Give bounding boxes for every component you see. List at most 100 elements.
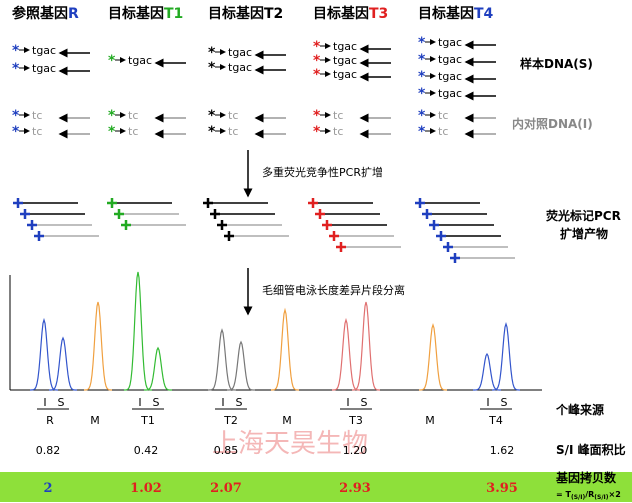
peak-label: S — [58, 396, 65, 409]
formula-part: /R — [585, 490, 594, 499]
formula-part: (S/I) — [571, 494, 585, 501]
ratio: 0.42 — [134, 444, 159, 457]
label-mark — [13, 198, 23, 208]
label-mark — [450, 253, 460, 263]
header-gene: R — [68, 6, 79, 22]
ratio: 0.82 — [36, 444, 61, 457]
header: 目标基因T1 — [108, 5, 183, 22]
watermark: 上海天昊生物 — [212, 429, 368, 459]
peak — [332, 317, 360, 391]
lanes-label: 个峰来源 — [555, 402, 604, 417]
label-mark — [217, 220, 227, 230]
sequence: tgac — [438, 70, 462, 83]
peak-label: I — [221, 396, 224, 409]
copy-number: 1.02 — [130, 481, 162, 496]
label-mark — [422, 209, 432, 219]
peak — [473, 352, 501, 391]
peak-label: S — [153, 396, 160, 409]
ratio: 1.62 — [490, 444, 515, 457]
label-mark — [436, 231, 446, 241]
star: * — [12, 108, 20, 124]
label-mark — [315, 209, 325, 219]
sequence: tc — [333, 109, 343, 122]
products-label: 扩增产物 — [560, 226, 608, 241]
header-label: 目标基因 — [208, 5, 264, 22]
products-label: 荧光标记PCR — [546, 208, 621, 223]
ratio: 1.20 — [343, 444, 368, 457]
star: * — [418, 52, 426, 68]
sequence: tgac — [333, 54, 357, 67]
header-label: 参照基因 — [12, 5, 68, 22]
star: * — [108, 108, 116, 124]
sequence: tc — [438, 125, 448, 138]
peak-label: S — [361, 396, 368, 409]
control-label: 内对照DNA(I) — [512, 116, 593, 131]
star: * — [418, 35, 426, 51]
sequence: tgac — [32, 62, 56, 75]
lane: M — [90, 414, 100, 427]
sequence: tgac — [32, 44, 56, 57]
lane: T2 — [223, 414, 238, 427]
label-mark — [107, 198, 117, 208]
star: * — [12, 43, 20, 59]
peak — [227, 340, 255, 391]
label-mark — [224, 231, 234, 241]
star: * — [108, 124, 116, 140]
star: * — [313, 124, 321, 140]
star: * — [313, 39, 321, 55]
header-gene: T1 — [164, 6, 183, 22]
copy-label: 基因拷贝数 — [555, 470, 617, 485]
copy-number: 2 — [43, 481, 52, 496]
peak-label: I — [43, 396, 46, 409]
sequence: tc — [32, 109, 42, 122]
peak — [208, 328, 236, 391]
sequence: tgac — [228, 61, 252, 74]
star: * — [418, 108, 426, 124]
label-mark — [203, 198, 213, 208]
header: 目标基因T3 — [313, 5, 388, 22]
header: 参照基因R — [12, 5, 79, 22]
label-mark — [210, 209, 220, 219]
peak — [271, 307, 299, 391]
peak — [84, 301, 112, 391]
label-mark — [20, 209, 30, 219]
peak-label: I — [138, 396, 141, 409]
ratio: 0.85 — [214, 444, 239, 457]
peak — [492, 322, 520, 391]
label-mark — [114, 209, 124, 219]
copy-number: 2.07 — [210, 481, 242, 496]
sequence: tc — [128, 109, 138, 122]
peak — [419, 323, 447, 391]
sequence: tgac — [333, 68, 357, 81]
peak — [30, 317, 58, 391]
star: * — [418, 124, 426, 140]
header-gene: T4 — [474, 6, 494, 22]
star: * — [208, 108, 216, 124]
sequence: tc — [228, 109, 238, 122]
formula: = T(S/I)/R(S/I)×2 — [556, 490, 621, 501]
sample-label: 样本DNA(S) — [520, 56, 593, 71]
sequence: tc — [128, 125, 138, 138]
green-band — [0, 472, 632, 502]
peak — [49, 336, 77, 391]
header-label: 目标基因 — [418, 5, 474, 22]
sequence: tgac — [333, 40, 357, 53]
step1: 多重荧光竞争性PCR扩增 — [262, 165, 383, 179]
sequence: tc — [438, 109, 448, 122]
star: * — [208, 60, 216, 76]
peak — [144, 346, 172, 391]
label-mark — [322, 220, 332, 230]
label-mark — [336, 242, 346, 252]
formula-part: = T — [556, 490, 571, 499]
lane: R — [46, 414, 54, 427]
lane: M — [425, 414, 435, 427]
formula-part: ×2 — [609, 490, 621, 499]
header-gene: T2 — [264, 6, 283, 22]
star: * — [313, 108, 321, 124]
peak-label: S — [501, 396, 508, 409]
label-mark — [308, 198, 318, 208]
peak — [124, 271, 152, 391]
star: * — [313, 53, 321, 69]
header-gene: T3 — [369, 6, 388, 22]
